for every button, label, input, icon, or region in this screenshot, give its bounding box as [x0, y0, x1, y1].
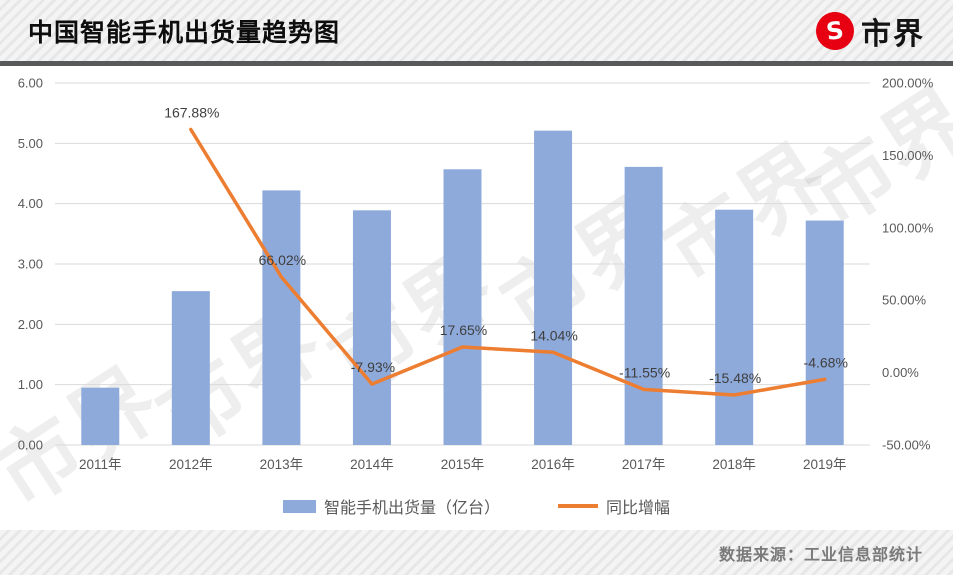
right-axis-tick-label: 100.00% — [882, 220, 934, 235]
page-title: 中国智能手机出货量趋势图 — [28, 18, 341, 47]
data-label: -11.55% — [619, 364, 670, 380]
left-axis-tick-label: 4.00 — [18, 196, 43, 211]
data-source-text: 数据来源：工业信息部统计 — [718, 546, 923, 564]
shijie-logo: S 市界 — [813, 9, 925, 53]
shijie-logo-icon: S — [813, 9, 857, 52]
bar-2019年 — [805, 220, 844, 445]
header: 中国智能手机出货量趋势图 S 市界 — [0, 0, 953, 66]
x-axis-label: 2016年 — [531, 457, 575, 472]
x-axis-label: 2017年 — [622, 457, 666, 472]
line-series-swatch — [558, 504, 598, 508]
data-label: 167.88% — [164, 105, 219, 121]
bar-2015年 — [443, 169, 482, 445]
bar-2012年 — [171, 291, 210, 445]
left-axis-tick-label: 6.00 — [18, 76, 43, 91]
right-axis-tick-label: 50.00% — [882, 293, 927, 308]
bar-2016年 — [534, 130, 573, 445]
right-axis-tick-label: 200.00% — [882, 76, 934, 91]
data-label: 14.04% — [530, 327, 577, 343]
data-label: 17.65% — [440, 322, 487, 338]
x-axis-label: 2012年 — [169, 457, 213, 472]
chart-canvas: 0.00 1.00 2.00 3.00 4.00 5.00 6.00 200.00% 150.0… — [18, 76, 934, 473]
data-label: -15.48% — [709, 370, 761, 386]
data-label: 66.02% — [259, 252, 306, 268]
x-axis-label: 2015年 — [441, 457, 485, 472]
legend-item-growth: 同比增幅 — [558, 494, 670, 518]
left-axis-tick-label: 1.00 — [18, 377, 43, 392]
legend-label-growth: 同比增幅 — [606, 500, 671, 517]
x-axis-label: 2018年 — [712, 457, 756, 472]
x-axis-label: 2014年 — [350, 457, 394, 472]
right-axis-tick-label: 0.00% — [882, 365, 919, 380]
data-label: -4.68% — [804, 354, 848, 370]
left-axis-tick-label: 0.00 — [18, 438, 43, 453]
left-axis-tick-label: 5.00 — [18, 136, 43, 151]
bar-series-swatch — [282, 499, 316, 513]
legend-item-shipments: 智能手机出货量（亿台） — [282, 494, 500, 518]
bar-2018年 — [715, 209, 754, 445]
x-axis-label: 2011年 — [79, 457, 122, 472]
bar-2013年 — [262, 190, 301, 445]
x-axis-label: 2013年 — [260, 457, 304, 472]
legend: 智能手机出货量（亿台） 同比增幅 — [0, 494, 953, 518]
data-label: -7.93% — [351, 359, 395, 375]
footer: 数据来源：工业信息部统计 — [0, 530, 953, 575]
bar-2014年 — [352, 210, 391, 445]
left-axis-tick-label: 3.00 — [18, 257, 43, 272]
right-axis-tick-label: -50.00% — [882, 438, 931, 453]
logo-text: 市界 — [861, 17, 925, 51]
right-axis-tick-label: 150.00% — [882, 148, 934, 163]
bar-2011年 — [81, 387, 120, 445]
trend-line — [189, 127, 827, 397]
left-axis-tick-label: 2.00 — [18, 317, 43, 332]
bar-2017年 — [624, 166, 663, 445]
chart-panel: 市界 市界 市界 市界 市界 市界 0.001.002.003.004.005.… — [0, 71, 953, 530]
legend-label-shipments: 智能手机出货量（亿台） — [323, 500, 500, 517]
x-axis-label: 2019年 — [803, 457, 847, 472]
